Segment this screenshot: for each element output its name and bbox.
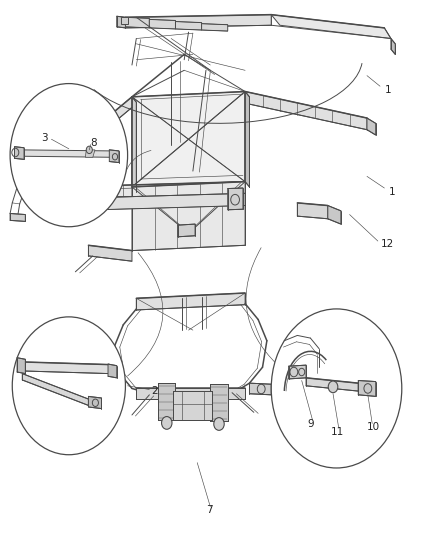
- Polygon shape: [210, 384, 228, 421]
- Polygon shape: [132, 182, 245, 251]
- Polygon shape: [289, 365, 306, 379]
- Text: 10: 10: [367, 422, 380, 432]
- Polygon shape: [149, 19, 176, 29]
- Polygon shape: [158, 383, 176, 420]
- Circle shape: [12, 317, 125, 455]
- Polygon shape: [22, 362, 110, 374]
- Polygon shape: [136, 293, 245, 310]
- Polygon shape: [62, 97, 132, 166]
- Polygon shape: [17, 358, 25, 374]
- Polygon shape: [22, 374, 88, 406]
- Polygon shape: [136, 389, 245, 399]
- Polygon shape: [201, 23, 228, 31]
- Circle shape: [162, 417, 172, 429]
- Text: 11: 11: [331, 427, 344, 437]
- Polygon shape: [62, 182, 245, 199]
- Polygon shape: [358, 381, 376, 397]
- Text: 8: 8: [90, 138, 97, 148]
- Polygon shape: [306, 378, 358, 391]
- Polygon shape: [14, 168, 28, 184]
- Polygon shape: [88, 245, 132, 261]
- Polygon shape: [110, 150, 119, 163]
- Circle shape: [10, 84, 127, 227]
- Polygon shape: [85, 150, 95, 157]
- Polygon shape: [176, 21, 201, 30]
- Circle shape: [86, 146, 92, 154]
- Text: 3: 3: [42, 133, 48, 143]
- Polygon shape: [20, 150, 111, 157]
- Polygon shape: [271, 14, 391, 38]
- Polygon shape: [178, 224, 195, 237]
- Text: 9: 9: [307, 419, 314, 429]
- FancyArrowPatch shape: [246, 248, 278, 365]
- Polygon shape: [391, 38, 395, 54]
- Polygon shape: [14, 147, 24, 159]
- Polygon shape: [132, 97, 136, 192]
- FancyArrowPatch shape: [124, 150, 151, 179]
- Polygon shape: [62, 193, 245, 211]
- Polygon shape: [108, 364, 117, 378]
- Polygon shape: [228, 188, 243, 210]
- Polygon shape: [367, 118, 376, 135]
- Circle shape: [28, 189, 35, 198]
- Polygon shape: [62, 191, 78, 215]
- FancyArrowPatch shape: [127, 253, 163, 376]
- Circle shape: [328, 381, 338, 393]
- Polygon shape: [245, 92, 250, 187]
- Polygon shape: [117, 16, 125, 28]
- Polygon shape: [10, 214, 25, 221]
- Text: 2: 2: [152, 386, 158, 396]
- Text: 1: 1: [385, 85, 391, 95]
- Circle shape: [271, 309, 402, 468]
- Bar: [121, 17, 128, 23]
- Polygon shape: [245, 92, 367, 130]
- Polygon shape: [125, 14, 271, 28]
- Polygon shape: [328, 206, 341, 224]
- Polygon shape: [125, 17, 149, 28]
- Text: 12: 12: [381, 239, 394, 249]
- Polygon shape: [173, 391, 212, 420]
- Circle shape: [214, 418, 224, 430]
- Text: 1: 1: [389, 187, 396, 197]
- Text: 7: 7: [206, 505, 213, 515]
- Polygon shape: [297, 203, 328, 219]
- Polygon shape: [88, 397, 102, 409]
- Polygon shape: [28, 155, 62, 183]
- Polygon shape: [132, 92, 245, 187]
- Polygon shape: [250, 383, 271, 395]
